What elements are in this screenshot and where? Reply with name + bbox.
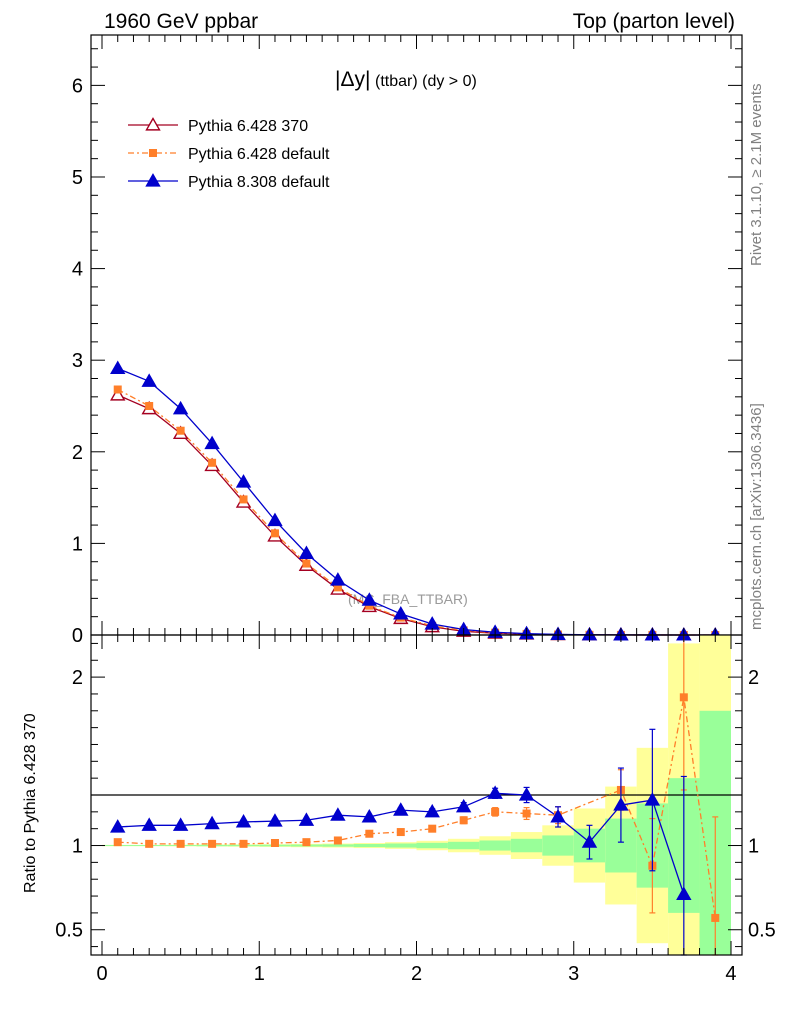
ratio-panel: 0.5 0.5 1 1 2 2 Ratio to Pythia 6.428 370 [22,634,776,956]
ratio-data-point [176,839,185,848]
ratio-data-point [172,817,189,831]
ratio-data-point [204,815,220,830]
y-tick-label: 3 [72,350,83,372]
band-stat [479,840,511,851]
data-point [270,529,279,538]
data-point [302,559,311,568]
band-stat [385,843,417,848]
y-tick-label: 1 [72,533,83,555]
data-point [267,512,283,527]
ratio-data-point [110,819,126,833]
data-point [208,458,217,467]
legend-label: Pythia 6.428 default [188,146,330,163]
ratio-data-point [676,886,692,900]
data-point [361,592,378,606]
plot-title-main: |Δy| [335,68,370,91]
data-point [145,401,154,410]
band-stat [510,838,543,853]
data-point [110,387,126,401]
y-tick-label: 0.5 [55,920,83,942]
ratio-data-point [487,785,503,799]
y-tick-label: 6 [72,75,83,97]
y-tick-label-right: 2 [748,667,759,689]
legend-label: Pythia 6.428 370 [188,118,308,135]
ratio-data-point [550,808,566,823]
data-point [113,385,122,394]
y-tick-label: 4 [72,259,83,281]
ratio-data-point [239,839,248,848]
ratio-data-point [613,797,629,811]
ratio-data-point [518,787,535,801]
y-tick-label: 2 [72,667,83,689]
band-stat [416,842,448,849]
x-tick-label: 1 [254,963,265,985]
x-tick-label: 0 [96,963,107,985]
data-point [298,545,315,560]
band-stat [322,844,354,847]
legend-marker [145,117,161,131]
ratio-data-point [522,809,531,818]
ratio-data-point [428,824,437,833]
x-tick-label: 3 [568,963,579,985]
y-tick-label: 0 [72,625,83,647]
ratio-data-point [679,693,688,702]
legend-marker [145,173,161,187]
y-tick-label: 2 [72,442,83,464]
data-point [333,583,342,592]
x-tick-label: 4 [725,963,736,985]
ratio-data-point [581,834,598,848]
data-point [393,606,409,620]
ratio-data-point [302,838,311,847]
ratio-data-point [113,838,122,847]
band-stat [353,844,386,848]
ratio-data-point [141,817,157,831]
y-tick-label-right: 1 [748,836,759,858]
watermark: (MC_FBA_TTBAR) [348,591,468,607]
data-point [239,495,248,504]
y-tick-label: 5 [72,167,83,189]
plot-title-sub: (ttbar) (dy > 0) [375,73,477,90]
side-label-mcplots: mcplots.cern.ch [arXiv:1306.3436] [748,403,765,630]
data-point [110,360,126,375]
y-tick-label-right: 0.5 [748,920,776,942]
ratio-data-point [393,802,409,816]
ratio-data-point [235,814,252,828]
data-point [330,572,346,586]
legend-marker [149,149,157,157]
ratio-data-point [491,807,500,816]
ratio-data-point [644,792,661,806]
y-tick-label: 1 [72,836,83,858]
ratio-data-point [145,839,154,848]
data-point [235,474,252,488]
band-stat [542,835,574,856]
data-point [172,400,189,415]
band-stat [447,841,480,850]
data-point [176,426,185,435]
main-panel: (MC_FBA_TTBAR) 0 1 2 3 4 5 6 |Δy| (ttbar) (dy … [72,34,743,647]
ratio-data-point [396,828,405,837]
ratio-data-point [455,798,472,813]
legend-label: Pythia 8.308 default [188,174,330,191]
data-point [204,435,220,450]
data-point [141,373,157,387]
legend: Pythia 6.428 370 Pythia 6.428 default Pyth… [128,117,330,191]
ratio-data-point [365,829,374,838]
ratio-data-point [711,913,720,922]
ratio-y-axis-label: Ratio to Pythia 6.428 370 [22,713,39,893]
ratio-data-point [267,813,283,827]
ratio-data-point [330,807,346,821]
header-right: Top (parton level) [573,10,735,33]
header-left: 1960 GeV ppbar [104,10,258,33]
ratio-data-point [361,808,378,823]
ratio-data-point [298,812,315,826]
ratio-data-point [459,816,468,825]
ratio-data-point [208,839,217,848]
side-label-rivet: Rivet 3.1.10, ≥ 2.1M events [748,84,765,267]
ratio-data-point [270,839,279,847]
ratio-frame [90,634,743,956]
x-tick-label: 2 [411,963,422,985]
ratio-data-point [424,803,440,818]
ratio-data-point [333,836,342,845]
